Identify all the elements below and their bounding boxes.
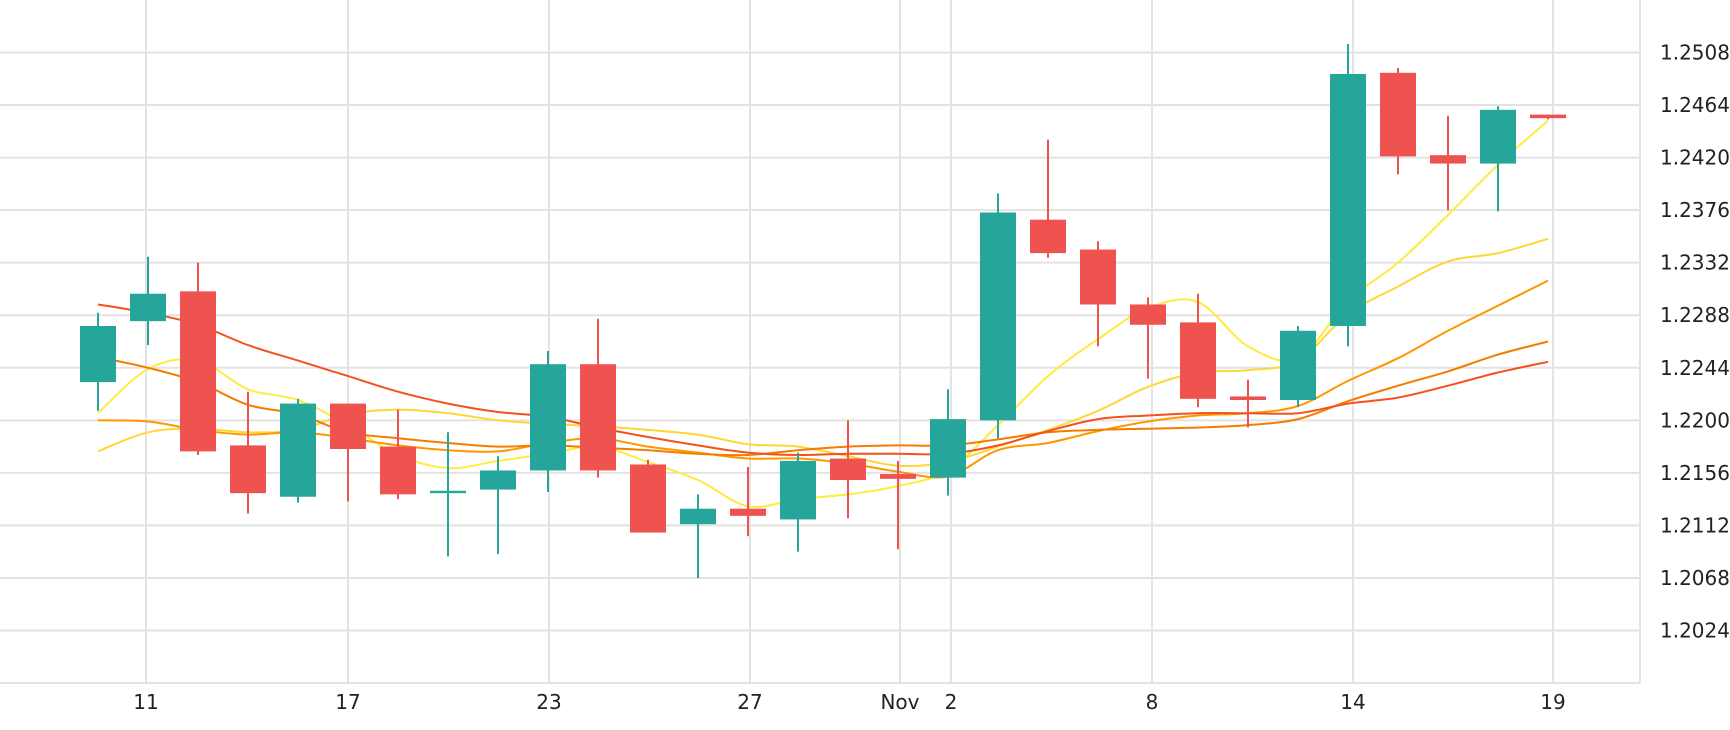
candle-body: [1480, 109, 1516, 164]
candle: [380, 409, 416, 500]
candle-body: [1180, 322, 1216, 399]
candle: [980, 193, 1016, 439]
candle-body: [830, 458, 866, 481]
y-tick-label: 1.2376: [1660, 198, 1730, 222]
candle: [930, 389, 966, 496]
candle-body: [580, 364, 616, 471]
candle: [1480, 106, 1516, 212]
candle: [680, 494, 716, 578]
x-axis-labels: 11 17 23 27 Nov 2 8 14 19: [133, 690, 1565, 714]
candles: [80, 44, 1566, 578]
candle: [880, 460, 916, 550]
y-tick-label: 1.2244: [1660, 356, 1730, 380]
candle-body: [1380, 72, 1416, 157]
candle: [1380, 68, 1416, 175]
x-tick-label: 27: [737, 690, 762, 714]
x-tick-label: 11: [133, 690, 158, 714]
candle-body: [1280, 330, 1316, 401]
candle-body: [1530, 114, 1566, 119]
candle-body: [880, 474, 916, 479]
candle-body: [430, 490, 466, 494]
x-tick-label: 8: [1146, 690, 1159, 714]
candle: [180, 262, 216, 455]
x-tick-label: Nov: [880, 690, 919, 714]
candle-body: [1080, 249, 1116, 305]
y-tick-label: 1.2156: [1660, 461, 1730, 485]
candle-body: [80, 325, 116, 383]
candle: [1280, 325, 1316, 408]
candle-body: [530, 364, 566, 471]
x-tick-label: 2: [945, 690, 958, 714]
candle: [780, 452, 816, 552]
candle-body: [930, 419, 966, 478]
candle: [1130, 297, 1166, 379]
y-tick-label: 1.2112: [1660, 513, 1730, 537]
candle-body: [1330, 73, 1366, 326]
moving-average-line-5: [97, 303, 1549, 457]
candle: [330, 403, 366, 502]
candle-body: [130, 293, 166, 322]
candle: [1180, 293, 1216, 408]
candle-body: [730, 508, 766, 516]
candle-body: [480, 470, 516, 490]
candle: [130, 256, 166, 346]
candle-body: [630, 464, 666, 533]
candle: [430, 432, 466, 557]
x-tick-label: 14: [1340, 690, 1365, 714]
x-tick-label: 17: [335, 690, 360, 714]
y-axis-labels: 1.2508 1.2464 1.2420 1.2376 1.2332 1.2288 1.22…: [1660, 41, 1730, 643]
candle: [80, 312, 116, 411]
candle-body: [330, 403, 366, 449]
candle: [480, 456, 516, 555]
y-tick-label: 1.2508: [1660, 41, 1730, 65]
candle: [830, 420, 866, 519]
candle-body: [280, 403, 316, 497]
candle-body: [180, 291, 216, 452]
candle-body: [1230, 396, 1266, 401]
y-tick-label: 1.2420: [1660, 146, 1730, 170]
y-tick-label: 1.2332: [1660, 251, 1730, 275]
candle: [230, 391, 266, 514]
candle: [280, 398, 316, 503]
candle: [1430, 115, 1466, 211]
candle-body: [380, 446, 416, 495]
y-tick-label: 1.2464: [1660, 93, 1730, 117]
candle-body: [780, 460, 816, 520]
y-tick-label: 1.2024: [1660, 619, 1730, 643]
candle-body: [680, 508, 716, 525]
candle-body: [1430, 155, 1466, 164]
candle: [580, 318, 616, 478]
candle: [530, 351, 566, 492]
grid: [0, 0, 1641, 684]
y-tick-label: 1.2288: [1660, 303, 1730, 327]
candle-body: [1130, 304, 1166, 325]
x-tick-label: 19: [1540, 690, 1565, 714]
candle: [1330, 44, 1366, 347]
candle: [1080, 241, 1116, 347]
candle: [730, 466, 766, 537]
candle: [1030, 139, 1066, 258]
candle-body: [1030, 219, 1066, 254]
candle: [1530, 114, 1566, 120]
candle-body: [980, 212, 1016, 421]
candle: [630, 459, 666, 533]
y-tick-label: 1.2068: [1660, 566, 1730, 590]
x-tick-label: 23: [536, 690, 561, 714]
candle-body: [230, 445, 266, 494]
candle: [1230, 379, 1266, 428]
y-tick-label: 1.2200: [1660, 408, 1730, 432]
